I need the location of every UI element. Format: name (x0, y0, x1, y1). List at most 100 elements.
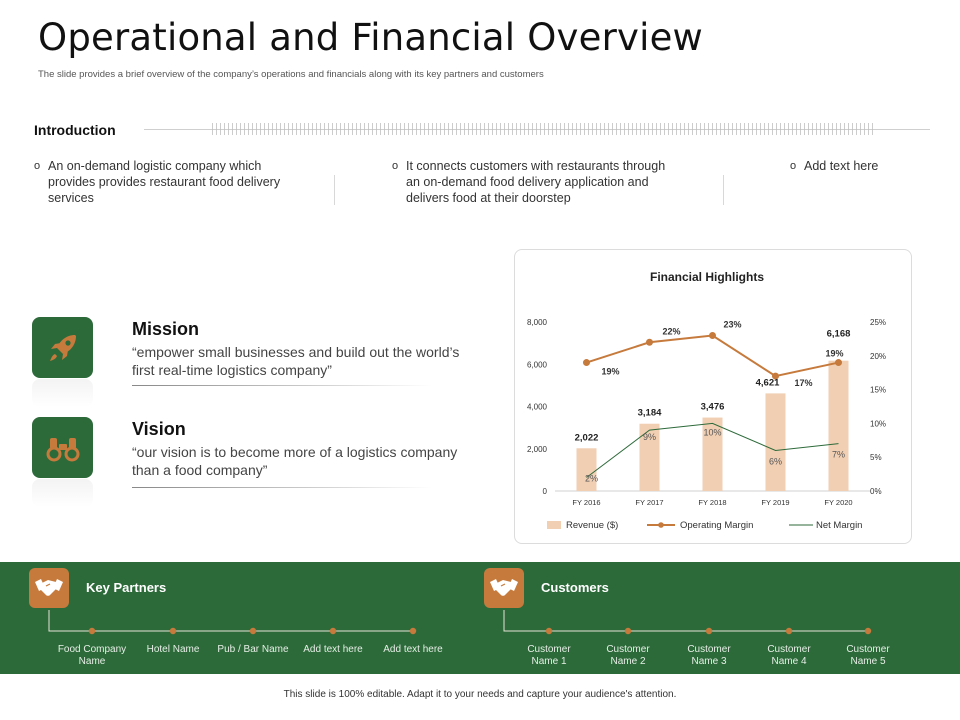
customer-label-1: Customer Name 1 (527, 644, 571, 667)
customer-node-2 (624, 627, 632, 635)
customers-icon-tile (484, 568, 524, 608)
bullet-marker: o (790, 160, 797, 172)
y-tick-label-4: 8,000 (527, 318, 548, 327)
operating-margin-point-2 (646, 338, 653, 346)
intro-bullet-1: o An on-demand logistic company which pr… (34, 158, 284, 206)
customer-label-2: Customer Name 2 (606, 644, 650, 667)
financial-highlights-chart: Financial Highlights 0 2,000 4,000 6,000 8,0… (527, 270, 886, 531)
rocket-icon (50, 335, 76, 361)
y2-tick-label-1: 5% (870, 453, 882, 462)
partners-icon-tile (29, 568, 69, 608)
revenue-label-2: 3,184 (638, 408, 662, 419)
intro-separator-2 (723, 175, 724, 205)
operating-margin-label-5: 19% (825, 349, 843, 359)
x-tick-label-1: FY 2016 (572, 498, 600, 507)
x-tick-label-2: FY 2017 (635, 498, 663, 507)
customers-title: Customers (541, 580, 609, 595)
partners-customers-band: Key Partners Customers Food Company Name… (0, 562, 960, 674)
key-partners-title: Key Partners (86, 580, 167, 595)
y-tick-label-0: 0 (543, 487, 548, 496)
vision-title: Vision (132, 419, 186, 439)
partner-label-5: Add text here (383, 644, 443, 655)
handshake-icon (35, 579, 63, 596)
handshake-icon (490, 579, 518, 596)
operating-margin-line (586, 334, 839, 378)
intro-separator-1 (334, 175, 335, 205)
y-tick-label-2: 4,000 (527, 403, 548, 412)
legend-revenue-swatch (547, 521, 561, 529)
operating-margin-label-1: 19% (601, 367, 619, 377)
net-margin-label-1: 2% (585, 473, 598, 483)
net-margin-label-2: 9% (643, 432, 656, 442)
legend-operating-marker (658, 522, 664, 528)
band-connector-lines (48, 610, 872, 635)
revenue-label-3: 3,476 (701, 402, 725, 413)
revenue-bar-3 (702, 417, 723, 491)
mission-text: “empower small businesses and build out … (132, 344, 460, 378)
customer-node-5 (864, 627, 872, 635)
partner-node-1 (88, 627, 96, 635)
revenue-label-5: 6,168 (827, 329, 851, 340)
x-tick-label-3: FY 2018 (698, 498, 726, 507)
bullet-marker: o (392, 160, 399, 172)
legend-operating-label: Operating Margin (680, 520, 753, 531)
vision-divider (132, 487, 432, 488)
y2-tick-label-2: 10% (870, 419, 886, 428)
x-tick-label-5: FY 2020 (824, 498, 852, 507)
operating-margin-label-3: 23% (723, 320, 741, 330)
operating-margin-point-3 (709, 332, 716, 340)
legend-revenue-label: Revenue ($) (566, 520, 618, 531)
net-margin-label-3: 10% (703, 427, 721, 437)
partner-node-3 (249, 627, 257, 635)
revenue-bar-1 (576, 448, 597, 491)
introduction-label: Introduction (34, 122, 116, 138)
introduction-hatch-decoration (212, 123, 874, 135)
y2-tick-label-5: 25% (870, 318, 886, 327)
mission-divider (132, 385, 432, 386)
partner-node-4 (329, 627, 337, 635)
operating-margin-point-1 (583, 359, 590, 367)
binoculars-icon (46, 438, 80, 462)
y-tick-label-3: 6,000 (527, 360, 548, 369)
revenue-bar-2 (639, 423, 660, 491)
vision-icon-tile (32, 417, 93, 507)
operating-margin-label-2: 22% (662, 326, 680, 336)
operating-margin-point-5 (835, 359, 842, 367)
financial-highlights-card: Financial Highlights 0 2,000 4,000 6,000 8,0… (514, 249, 912, 544)
page-title: Operational and Financial Overview (38, 16, 703, 59)
partner-node-2 (169, 627, 177, 635)
x-tick-label-4: FY 2019 (761, 498, 789, 507)
legend-net-label: Net Margin (816, 520, 862, 531)
partner-label-4: Add text here (303, 644, 363, 655)
revenue-bar-5 (828, 360, 849, 491)
intro-bullet-3: o Add text here (790, 158, 930, 174)
revenue-label-4: 4,621 (756, 377, 780, 388)
customer-label-3: Customer Name 3 (687, 644, 731, 667)
y2-tick-label-3: 15% (870, 386, 886, 395)
customer-node-3 (705, 627, 713, 635)
page-subtitle: The slide provides a brief overview of t… (38, 69, 544, 80)
operating-margin-label-4: 17% (794, 378, 812, 388)
customer-node-4 (785, 627, 793, 635)
customer-label-4: Customer Name 4 (767, 644, 811, 667)
customer-node-1 (545, 627, 553, 635)
revenue-label-1: 2,022 (575, 432, 599, 443)
intro-bullet-2: o It connects customers with restaurants… (392, 158, 667, 206)
y2-tick-label-0: 0% (870, 487, 882, 496)
revenue-bar-4 (765, 393, 786, 491)
operating-margin-point-4 (772, 372, 779, 380)
y-tick-label-1: 2,000 (527, 445, 548, 454)
partner-label-1: Food Company Name (57, 644, 127, 667)
y2-tick-label-4: 20% (870, 352, 886, 361)
mission-title: Mission (132, 319, 200, 339)
partner-node-5 (409, 627, 417, 635)
partner-label-2: Hotel Name (146, 644, 200, 655)
net-margin-line (586, 422, 839, 478)
net-margin-label-4: 6% (769, 456, 782, 466)
intro-bullet-3-text: Add text here (804, 159, 879, 173)
intro-bullet-2-text: It connects customers with restaurants t… (406, 159, 666, 205)
partner-label-3: Pub / Bar Name (217, 644, 289, 655)
intro-bullet-1-text: An on-demand logistic company which prov… (48, 159, 281, 205)
bullet-marker: o (34, 160, 41, 172)
chart-title: Financial Highlights (650, 270, 764, 284)
